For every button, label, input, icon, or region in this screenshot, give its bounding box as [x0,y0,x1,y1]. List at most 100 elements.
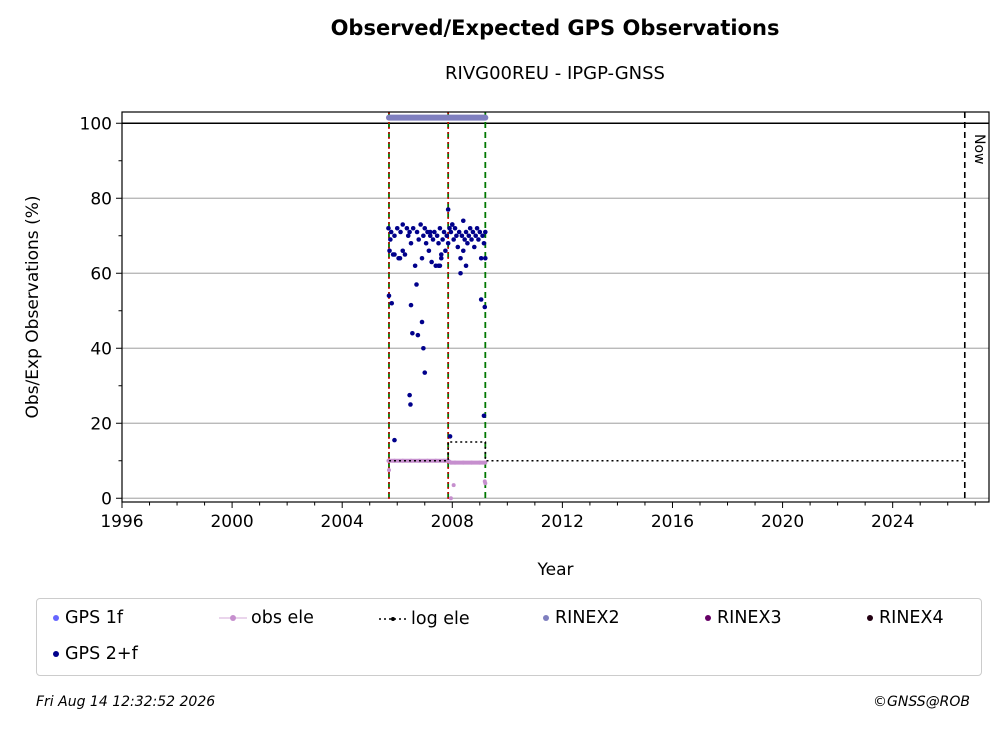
legend-gps2f: GPS 2+f [51,642,138,666]
legend-rinex2-label: RINEX2 [555,608,620,628]
gps2f-point [480,233,485,239]
legend-gps1f-marker [53,615,59,621]
gps2f-point [444,233,450,239]
x-tick-label: 2016 [651,512,694,532]
x-axis: 1996 2000 2004 2008 2012 2016 2020 2024 [100,502,976,532]
gps2f-point [472,244,477,250]
obs-ele-point [477,460,482,465]
gps2f-point [419,255,425,261]
gps2f-point [438,252,444,257]
gps2f-point [448,229,454,235]
gps2f-point [437,225,443,231]
chart-title: Observed/Expected GPS Observations [330,16,780,40]
legend-log-ele-marker [379,617,407,621]
legend-rinex2-marker [543,615,549,621]
y-tick-label: 0 [101,489,112,509]
legend-gps2f-marker [53,651,59,657]
legend-gps2f-label: GPS 2+f [65,644,138,664]
gps2f-point [447,434,453,439]
gps2f-point [469,237,474,242]
gps2f-point [422,225,428,231]
gps2f-point [447,225,452,231]
gps2f-point [388,229,394,235]
grid-lines [122,122,989,499]
obs-chart: 1996 2000 2004 2008 2012 2016 2020 2024 0 20 40 60… [23,111,990,580]
event-lines [388,112,966,502]
x-tick-label: 2004 [321,512,364,532]
plot-frame [121,111,990,503]
legend-rinex4-label: RINEX4 [879,608,944,628]
gps2f-point [436,240,441,246]
gps2f-point [410,330,415,336]
x-axis-label: Year [537,560,574,580]
gps2f-point [427,233,433,239]
gps2f-point [418,222,423,227]
obs-ele-point [425,458,430,463]
gps2f-point [454,233,459,239]
gps2f-point [477,229,483,235]
gps2f-point [455,244,461,250]
legend-gps1f: GPS 1f [51,606,123,630]
gps2f-point [483,229,488,235]
gps2f-point [460,218,466,224]
gps2f-point [467,225,473,231]
gps2f-point [426,248,432,254]
gps2f-point [402,252,408,257]
y-tick-label: 60 [90,264,112,284]
gps2f-point [470,229,476,235]
gps2f-point [465,240,470,246]
obs-ele-point [448,460,453,465]
gps2f-point [398,229,403,235]
data-series [385,114,965,501]
gps2f-point [445,207,451,212]
obs-ele-point [469,460,474,465]
x-tick-label: 1996 [100,512,143,532]
x-tick-label: 2000 [210,512,253,532]
y-tick-label: 80 [90,189,112,209]
y-tick-label: 100 [80,114,112,134]
gps2f-point [422,370,428,375]
y-tick-label: 20 [90,414,112,434]
obs-ele-point [461,460,466,465]
gps2f-point [478,297,484,302]
gps2f-point [440,237,445,242]
x-tick-label: 2024 [871,512,914,532]
gps2f-point [473,233,478,239]
gps2f-point [386,225,391,231]
footer-timestamp: Fri Aug 14 12:32:52 2026 [36,694,216,710]
y-axis: 0 20 40 60 80 100 [80,114,122,509]
gps2f-point [400,248,406,254]
obs-ele-point [483,481,488,486]
obs-ele-point [400,458,405,463]
x-tick-label: 2020 [761,512,804,532]
gps2f-point [481,240,487,246]
gps2f-point [462,237,467,242]
gps2f-point [389,300,395,306]
gps2f-point [404,225,410,231]
obs-ele-point [386,458,391,463]
gps2f-point [400,222,406,227]
gps2f-point [474,225,480,231]
gps2f-point [463,263,469,269]
gps2f-point [437,263,443,269]
gps2f-point [416,237,422,242]
gps2f-point [463,229,469,235]
gps2f-point [458,270,463,276]
gps2f-point [386,293,392,299]
gps2f-point [414,282,419,287]
y-axis-label: Obs/Exp Observations (%) [23,196,43,419]
legend-log-ele: log ele [379,607,470,631]
obs-ele-point [483,460,488,465]
legend-rinex4-marker [867,615,873,621]
gps2f-point [392,252,397,257]
gps2f-point [481,413,487,419]
gps2f-point [407,392,412,398]
gps2f-point [414,229,420,235]
gps2f-point [466,233,472,239]
gps2f-point [397,255,403,261]
obs-ele-point [386,468,391,473]
y-tick-label: 40 [90,339,112,359]
gps2f-point [419,319,425,325]
legend-obs-ele-marker [219,615,247,621]
legend-obs-ele: obs ele [219,606,314,630]
